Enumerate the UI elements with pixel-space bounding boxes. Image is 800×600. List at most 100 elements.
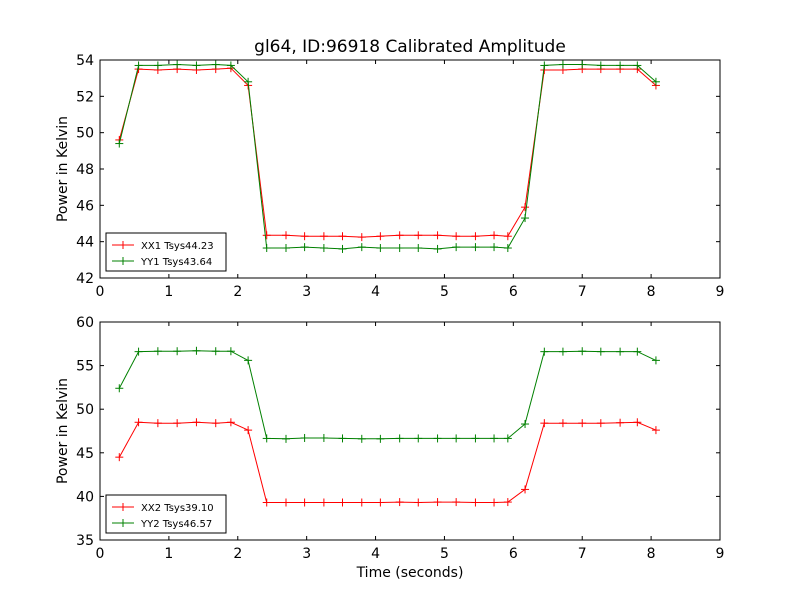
data-point (395, 231, 404, 240)
data-point (616, 61, 625, 70)
data-point (490, 231, 499, 240)
data-point (211, 419, 220, 428)
data-point (115, 139, 124, 148)
series-line (118, 350, 657, 440)
data-point (153, 347, 162, 356)
data-point (651, 77, 660, 86)
x-tick-label: 2 (233, 284, 242, 300)
legend-entry: XX1 Tsys44.23 (112, 241, 214, 252)
data-point (596, 61, 605, 70)
data-point (414, 434, 423, 443)
data-point (300, 232, 309, 241)
data-point (319, 498, 328, 507)
data-point (357, 434, 366, 443)
data-point (503, 498, 512, 507)
subplot-top: 0 1 2 3 4 5 6 7 8 9 42 44 46 48 50 52 54 Power in Kelvin X… (55, 53, 724, 300)
y-tick-label: 42 (76, 271, 94, 287)
data-point (262, 434, 271, 443)
data-point (633, 61, 642, 70)
data-point (173, 347, 182, 356)
legend-label: XX2 Tsys39.10 (141, 503, 214, 514)
y-tick-label: 44 (76, 235, 94, 251)
data-point (226, 61, 235, 70)
legend-label: XX1 Tsys44.23 (141, 241, 214, 252)
data-point (357, 243, 366, 252)
data-point (433, 434, 442, 443)
data-point (262, 231, 271, 240)
x-tick-label: 1 (164, 284, 173, 300)
data-point (578, 347, 587, 356)
y-tick-label: 54 (76, 53, 94, 69)
x-tick-label: 8 (647, 546, 656, 562)
legend-label: YY2 Tsys46.57 (140, 519, 212, 530)
data-point (616, 418, 625, 427)
data-point (633, 418, 642, 427)
data-point (115, 453, 124, 462)
y-axis-label: Power in Kelvin (55, 378, 71, 484)
data-point (558, 347, 567, 356)
legend-entry: YY2 Tsys46.57 (112, 519, 212, 530)
legend: XX2 Tsys39.10 YY2 Tsys46.57 (105, 494, 227, 534)
data-point (376, 498, 385, 507)
data-point (558, 60, 567, 69)
series-line (118, 63, 657, 250)
x-tick-label: 5 (440, 284, 449, 300)
data-point (282, 231, 290, 240)
data-point (376, 232, 385, 241)
data-point (192, 61, 201, 70)
data-point (414, 231, 423, 240)
data-point (521, 203, 530, 212)
data-point (521, 485, 530, 494)
data-point (300, 498, 309, 507)
data-point (540, 347, 549, 356)
data-point (192, 418, 201, 427)
x-tick-label: 9 (716, 546, 725, 562)
data-point (521, 214, 530, 223)
y-tick-label: 45 (76, 446, 94, 462)
data-point (395, 244, 404, 253)
y-tick-label: 40 (76, 489, 94, 505)
legend-label: YY1 Tsys43.64 (140, 257, 212, 268)
chart-title: gl64, ID:96918 Calibrated Amplitude (254, 37, 566, 57)
data-point (452, 498, 461, 507)
y-tick-label: 60 (76, 315, 94, 331)
y-tick-label: 48 (76, 162, 94, 178)
data-point (300, 243, 309, 252)
data-point (153, 419, 162, 428)
data-point (540, 61, 549, 70)
legend-entry: XX2 Tsys39.10 (112, 503, 214, 514)
x-tick-label: 8 (647, 284, 656, 300)
x-tick-label: 6 (509, 546, 518, 562)
data-point (300, 433, 309, 442)
y-tick-label: 55 (76, 359, 94, 375)
x-tick-label: 2 (233, 546, 242, 562)
legend-entry: YY1 Tsys43.64 (112, 257, 212, 268)
data-point (226, 347, 235, 356)
data-point (282, 498, 290, 507)
data-point (226, 418, 235, 427)
data-point (395, 434, 404, 443)
data-point (414, 498, 423, 507)
y-tick-label: 35 (76, 533, 94, 549)
data-point (134, 418, 143, 427)
data-point (192, 346, 201, 355)
series-line (118, 67, 657, 238)
data-point (503, 232, 512, 241)
data-point (134, 61, 143, 70)
data-point (558, 419, 567, 428)
data-point (211, 60, 220, 69)
data-point (471, 232, 480, 241)
data-point (338, 232, 347, 241)
data-point (282, 244, 290, 253)
data-point (282, 434, 290, 443)
data-point (503, 244, 512, 253)
data-point (376, 244, 385, 253)
plot-frame (99, 321, 721, 541)
x-tick-label: 1 (164, 546, 173, 562)
y-axis-label: Power in Kelvin (55, 116, 71, 222)
data-point (651, 356, 660, 365)
x-tick-label: 7 (578, 284, 587, 300)
series-1-0 (115, 418, 660, 507)
data-point (596, 347, 605, 356)
